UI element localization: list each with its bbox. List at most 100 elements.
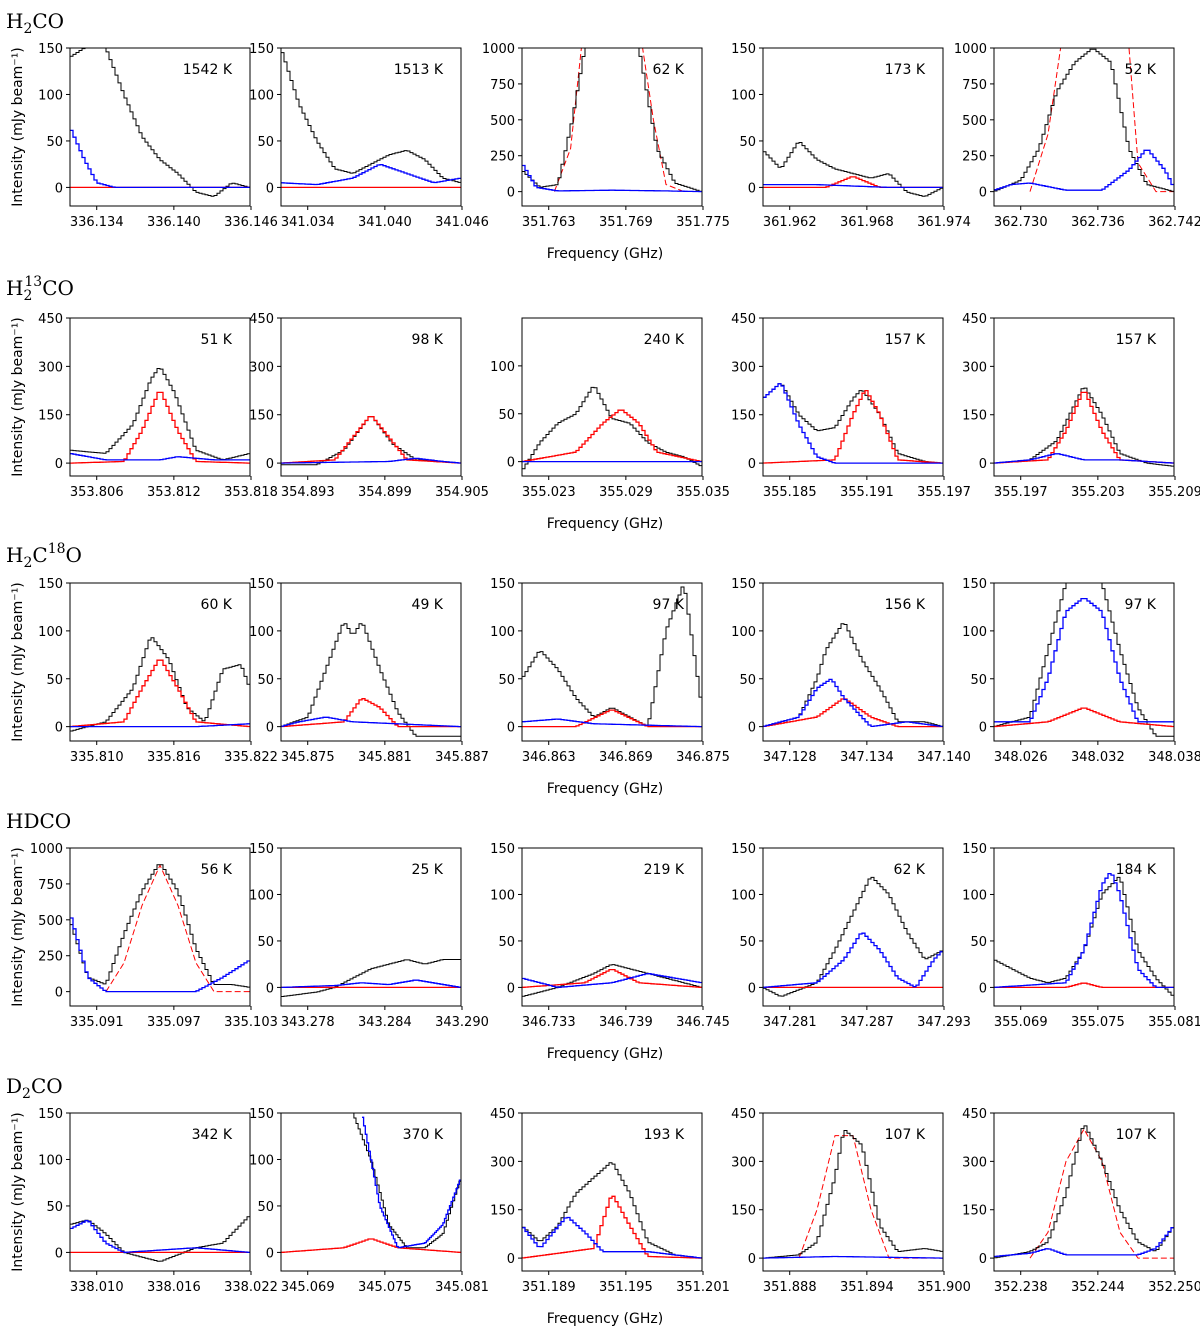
x-tick-label: 362.736 (1071, 215, 1125, 230)
y-tick-label: 50 (739, 673, 756, 688)
row-title-1: H213CO (6, 274, 74, 304)
x-axis-label: Frequency (GHz) (547, 246, 663, 262)
y-tick-label: 150 (731, 1204, 756, 1219)
temperature-label: 173 K (885, 62, 926, 78)
panel-frame (69, 1112, 251, 1272)
x-tick-label: 343.284 (358, 1015, 412, 1030)
y-tick-label: 100 (490, 888, 515, 903)
panel-4-2: 0 150 300 450 351.189 351.195 351.201 193 K (490, 1107, 730, 1295)
y-tick-label: 50 (257, 135, 274, 150)
red-model-line (281, 415, 461, 464)
y-tick-label: 300 (962, 1155, 987, 1170)
blue-model-line (763, 383, 943, 464)
red-model-line (522, 709, 702, 728)
blue-model-line (522, 973, 702, 988)
x-tick-label: 335.091 (70, 1015, 124, 1030)
y-tick-label: 750 (962, 78, 987, 93)
observed-spectrum (994, 583, 1174, 737)
x-tick-label: 362.742 (1148, 215, 1200, 230)
x-tick-label: 351.195 (599, 1280, 653, 1295)
y-tick-label: 100 (490, 360, 515, 375)
x-tick-label: 355.081 (1148, 1015, 1200, 1030)
panel-2-4: 0 50 100 150 348.026 348.032 348.038 97 K (962, 577, 1200, 765)
dashed-model-line (798, 1135, 943, 1259)
x-tick-label: 353.818 (224, 485, 278, 500)
y-tick-label: 300 (731, 360, 756, 375)
x-tick-label: 355.029 (599, 485, 653, 500)
x-tick-label: 345.887 (435, 750, 489, 765)
x-tick-label: 346.869 (599, 750, 653, 765)
panel-frame (280, 317, 462, 477)
temperature-label: 56 K (201, 862, 233, 878)
x-tick-label: 354.899 (358, 485, 412, 500)
panel-frame (521, 1112, 703, 1272)
y-tick-label: 150 (962, 1204, 987, 1219)
red-model-line (994, 982, 1174, 989)
temperature-label: 184 K (1116, 862, 1157, 878)
temperature-label: 97 K (1125, 597, 1157, 613)
panel-2-3: 0 50 100 150 347.128 347.134 347.140 156 K (731, 577, 971, 765)
y-tick-label: 0 (507, 456, 515, 471)
x-tick-label: 341.046 (435, 215, 489, 230)
y-tick-label: 150 (38, 1107, 63, 1122)
x-tick-label: 351.894 (840, 1280, 894, 1295)
x-tick-label: 338.022 (224, 1280, 278, 1295)
panel-1-4: 0 150 300 450 355.197 355.203 355.209 157 K (962, 312, 1200, 500)
x-tick-label: 335.810 (70, 750, 124, 765)
y-tick-label: 50 (46, 673, 63, 688)
blue-model-line (362, 1116, 461, 1249)
y-tick-label: 150 (38, 409, 63, 424)
x-tick-label: 351.769 (599, 215, 653, 230)
y-tick-label: 150 (731, 577, 756, 592)
y-tick-label: 50 (46, 135, 63, 150)
temperature-label: 107 K (1116, 1127, 1157, 1143)
y-tick-label: 50 (498, 673, 515, 688)
red-model-line (994, 707, 1174, 728)
y-tick-label: 300 (38, 360, 63, 375)
y-tick-label: 500 (490, 114, 515, 129)
y-tick-label: 100 (962, 888, 987, 903)
y-tick-label: 0 (266, 981, 274, 996)
y-tick-label: 1000 (954, 42, 987, 57)
panel-frame (762, 847, 944, 1007)
x-tick-label: 351.201 (676, 1280, 730, 1295)
y-tick-label: 150 (249, 42, 274, 57)
y-tick-label: 300 (490, 1155, 515, 1170)
y-tick-label: 150 (490, 842, 515, 857)
x-tick-label: 348.038 (1148, 750, 1200, 765)
x-tick-label: 355.035 (676, 485, 730, 500)
panel-frame (993, 582, 1175, 742)
blue-model-line (763, 932, 943, 988)
panel-3-4: 0 50 100 150 355.069 355.075 355.081 184 K (962, 842, 1200, 1030)
red-model-line (70, 659, 250, 728)
x-tick-label: 346.745 (676, 1015, 730, 1030)
x-tick-label: 338.010 (70, 1280, 124, 1295)
y-tick-label: 300 (962, 360, 987, 375)
blue-model-line (281, 716, 461, 728)
x-tick-label: 361.968 (840, 215, 894, 230)
y-tick-label: 750 (490, 78, 515, 93)
panel-1-3: 0 150 300 450 355.185 355.191 355.197 157 K (731, 312, 971, 500)
y-tick-label: 150 (962, 577, 987, 592)
blue-model-line (763, 183, 943, 189)
red-model-line (281, 698, 461, 728)
x-tick-label: 351.900 (917, 1280, 971, 1295)
panel-frame (280, 1112, 462, 1272)
observed-spectrum (281, 959, 461, 997)
y-axis-label: Intensity (mJy beam⁻¹) (10, 317, 26, 477)
x-tick-label: 345.875 (281, 750, 335, 765)
y-tick-label: 450 (962, 312, 987, 327)
y-tick-label: 0 (507, 721, 515, 736)
observed-spectrum (70, 368, 250, 460)
y-tick-label: 50 (970, 935, 987, 950)
y-tick-label: 0 (55, 457, 63, 472)
y-axis-label: Intensity (mJy beam⁻¹) (10, 582, 26, 742)
row-title-2: H2C18O (6, 541, 82, 571)
temperature-label: 342 K (192, 1127, 233, 1143)
blue-model-line (994, 149, 1174, 191)
observed-spectrum (70, 1216, 250, 1262)
y-tick-label: 1000 (30, 842, 63, 857)
y-tick-label: 50 (498, 935, 515, 950)
x-tick-label: 353.806 (70, 485, 124, 500)
